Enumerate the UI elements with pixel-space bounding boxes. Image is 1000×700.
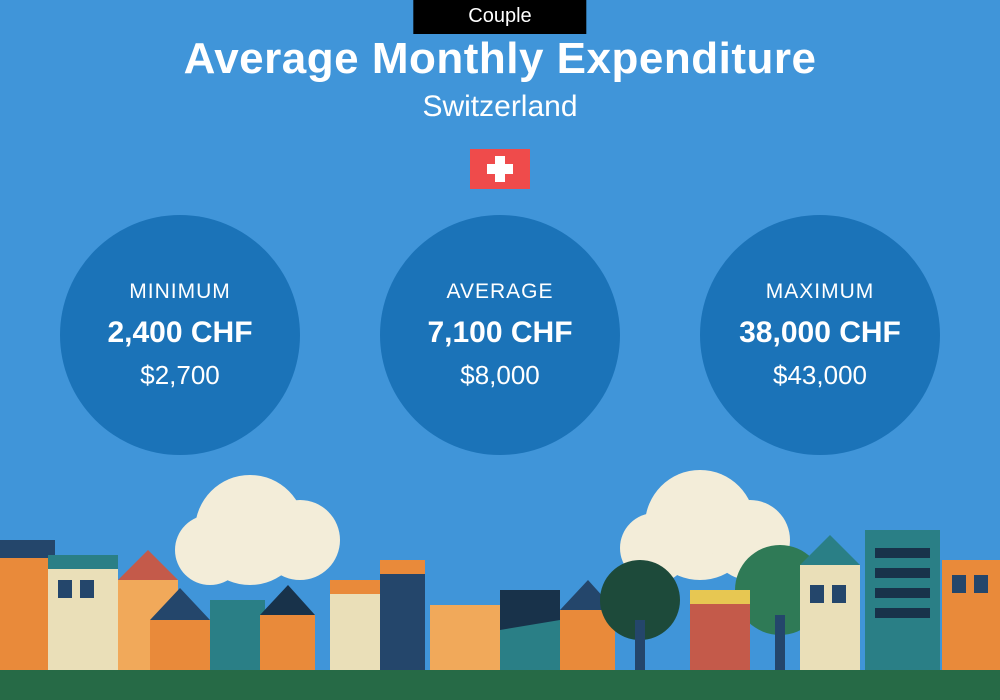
stat-value-usd: $2,700 (140, 360, 220, 391)
cloud-icon (175, 475, 340, 585)
infographic-canvas: Couple Average Monthly Expenditure Switz… (0, 0, 1000, 700)
page-title: Average Monthly Expenditure (0, 34, 1000, 84)
stat-label: MAXIMUM (766, 280, 875, 304)
stat-value-chf: 7,100 CHF (427, 316, 572, 350)
swiss-flag-icon (470, 149, 530, 189)
stat-label: MINIMUM (129, 280, 230, 304)
stat-value-usd: $8,000 (460, 360, 540, 391)
stat-circles-row: MINIMUM 2,400 CHF $2,700 AVERAGE 7,100 C… (0, 215, 1000, 455)
stat-label: AVERAGE (447, 280, 554, 304)
town-illustration (0, 470, 1000, 700)
stat-value-chf: 38,000 CHF (739, 316, 901, 350)
stat-circle-average: AVERAGE 7,100 CHF $8,000 (380, 215, 620, 455)
household-type-tab: Couple (413, 0, 586, 34)
stat-value-usd: $43,000 (773, 360, 867, 391)
country-subtitle: Switzerland (0, 90, 1000, 124)
stat-circle-maximum: MAXIMUM 38,000 CHF $43,000 (700, 215, 940, 455)
stat-value-chf: 2,400 CHF (107, 316, 252, 350)
stat-circle-minimum: MINIMUM 2,400 CHF $2,700 (60, 215, 300, 455)
